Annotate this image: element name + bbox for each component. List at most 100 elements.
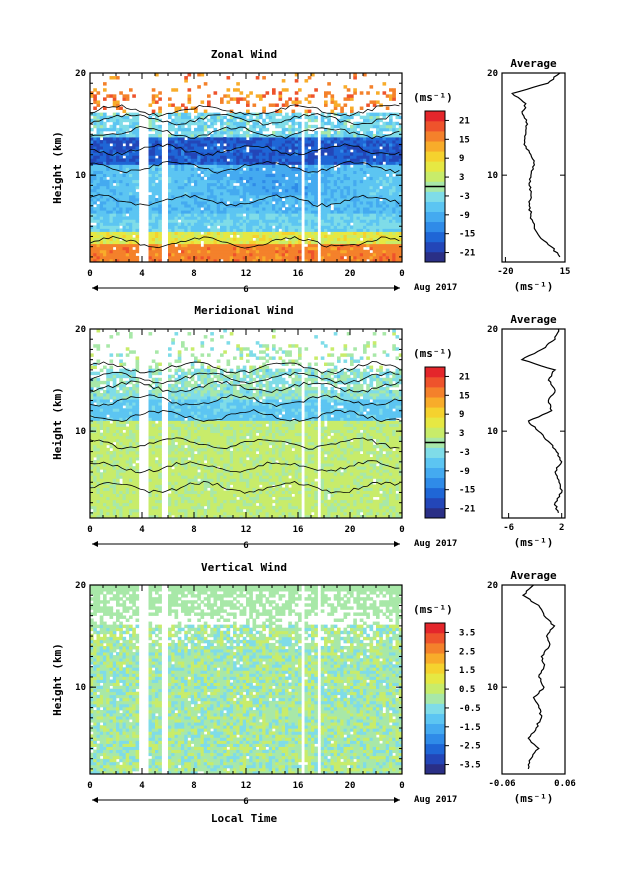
heatmap-cell (220, 121, 224, 126)
heatmap-cell (320, 140, 325, 144)
heatmap-cell (184, 222, 188, 226)
heatmap-cell (119, 204, 123, 208)
heatmap-cell (262, 94, 266, 98)
heatmap-cell (327, 164, 331, 168)
heatmap-cell (203, 112, 208, 117)
heatmap-cell (190, 118, 195, 123)
heatmap-cell (272, 155, 276, 159)
heatmap-cell (398, 130, 403, 135)
heatmap-cell (96, 170, 101, 174)
heatmap-cell (96, 115, 101, 120)
heatmap-cell (213, 182, 218, 187)
heatmap-cell (151, 127, 156, 132)
heatmap-cell (213, 164, 218, 168)
heatmap-cell (252, 173, 257, 178)
heatmap-cell (207, 216, 211, 220)
heatmap-cell (125, 188, 130, 193)
heatmap-cell (112, 146, 117, 150)
heatmap-cell (229, 246, 234, 251)
heatmap-cell (216, 240, 221, 245)
heatmap-cell (220, 191, 224, 196)
heatmap-cell (359, 246, 364, 251)
heatmap-cell (363, 152, 367, 156)
heatmap-cell (337, 188, 341, 193)
heatmap-cell (181, 179, 185, 184)
heatmap-cell (197, 167, 201, 171)
heatmap-cell (132, 152, 136, 156)
heatmap-cell (395, 152, 400, 156)
heatmap-cell (324, 243, 328, 248)
heatmap-cell (122, 493, 127, 498)
heatmap-cell (291, 161, 296, 165)
heatmap-cell (129, 204, 133, 208)
heatmap-cell (168, 121, 172, 126)
heatmap-cell (307, 216, 312, 220)
heatmap-cell (174, 194, 179, 199)
heatmap-cell (116, 121, 120, 126)
heatmap-cell (223, 219, 227, 223)
heatmap-cell (265, 176, 270, 181)
heatmap-cell (398, 228, 403, 232)
heatmap-cell (366, 216, 370, 220)
heatmap-cell (369, 207, 374, 211)
heatmap-cell (359, 228, 364, 232)
heatmap-cell (103, 457, 107, 461)
heatmap-cell (112, 137, 117, 141)
heatmap-cell (382, 237, 387, 242)
heatmap-cell (327, 130, 331, 135)
heatmap-cell (226, 118, 231, 123)
heatmap-cell (207, 249, 211, 254)
heatmap-cell (340, 121, 344, 126)
heatmap-cell (236, 255, 240, 260)
heatmap-cell (116, 252, 120, 257)
heatmap-cell (122, 130, 127, 135)
heatmap-cell (307, 255, 312, 260)
heatmap-cell (184, 182, 188, 187)
heatmap-cell (252, 167, 257, 171)
heatmap-cell (197, 140, 201, 144)
heatmap-cell (168, 173, 172, 178)
heatmap-cell (220, 143, 224, 147)
heatmap-cell (119, 118, 123, 123)
heatmap-cell (346, 173, 351, 178)
heatmap-cell (135, 216, 140, 220)
heatmap-cell (125, 143, 130, 147)
heatmap-cell (333, 252, 338, 257)
heatmap-cell (135, 146, 140, 150)
heatmap-cell (171, 164, 175, 168)
heatmap-cell (119, 216, 123, 220)
heatmap-cell (327, 170, 331, 174)
heatmap-cell (207, 222, 211, 226)
heatmap-cell (90, 457, 94, 461)
heatmap-cell (181, 213, 185, 217)
heatmap-cell (278, 197, 283, 202)
heatmap-cell (93, 201, 97, 205)
heatmap-cell (291, 222, 296, 226)
heatmap-cell (96, 399, 101, 403)
heatmap-cell (395, 133, 400, 138)
heatmap-cell (99, 426, 104, 430)
heatmap-cell (229, 210, 234, 214)
heatmap-cell (197, 255, 201, 260)
heatmap-cell (210, 219, 214, 223)
heatmap-cell (337, 158, 341, 162)
heatmap-cell (223, 234, 227, 239)
heatmap-cell (324, 222, 328, 226)
heatmap-cell (216, 204, 221, 208)
heatmap-cell (346, 207, 351, 211)
heatmap-cell (239, 140, 244, 144)
heatmap-cell (109, 170, 114, 174)
heatmap-cell (392, 207, 396, 211)
heatmap-cell (99, 155, 104, 159)
heatmap-cell (229, 194, 234, 199)
heatmap-cell (246, 176, 250, 181)
heatmap-cell (194, 219, 198, 223)
heatmap-cell (265, 243, 270, 248)
heatmap-cell (233, 255, 237, 260)
heatmap-cell (337, 210, 341, 214)
heatmap-cell (93, 207, 97, 211)
heatmap-cell (239, 204, 244, 208)
heatmap-cell (216, 231, 221, 235)
heatmap-cell (343, 155, 348, 159)
heatmap-cell (216, 130, 221, 135)
